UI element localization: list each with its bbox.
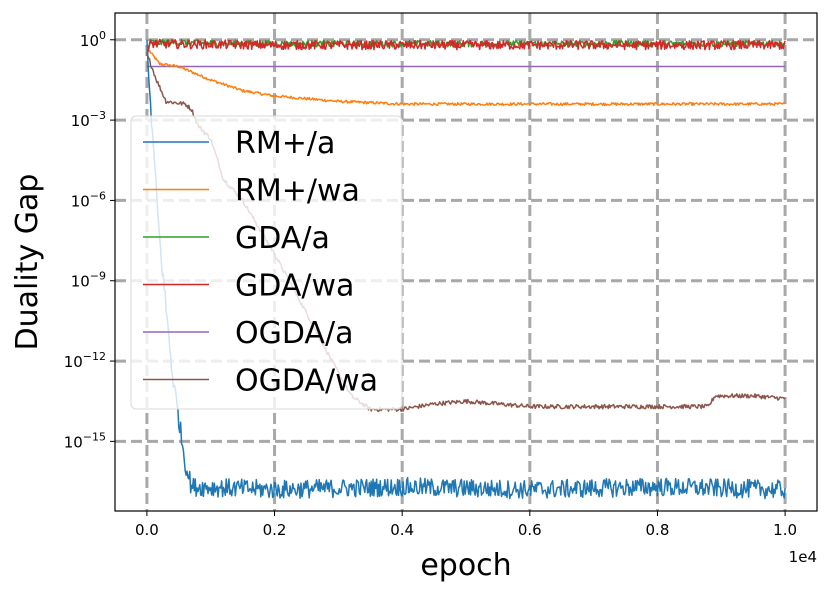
- x-tick-label: 0.8: [646, 521, 670, 539]
- series-line-gda-a: [146, 38, 786, 54]
- x-tick-label: 0.6: [518, 521, 542, 539]
- y-tick-label: 10−15: [64, 430, 106, 451]
- y-axis-label: Duality Gap: [10, 174, 45, 351]
- y-tick-exponent: −6: [90, 189, 106, 202]
- x-axis-label: epoch: [420, 548, 511, 583]
- y-tick-base: 10: [64, 353, 83, 371]
- x-tick-label: 0.4: [390, 521, 414, 539]
- y-tick-exponent: −15: [83, 430, 106, 443]
- x-tick-label: 0.2: [263, 521, 287, 539]
- legend-label: RM+/a: [235, 126, 335, 161]
- x-tick-label: 0.0: [135, 521, 159, 539]
- y-tick-label: 10−3: [71, 109, 106, 130]
- plot-frame: [114, 12, 818, 512]
- y-tick-base: 10: [71, 192, 90, 210]
- y-tick-exponent: −9: [90, 270, 106, 283]
- y-tick-label: 10−6: [71, 189, 106, 210]
- x-tick-label: 1.0: [773, 521, 797, 539]
- y-tick-exponent: −3: [90, 109, 106, 122]
- legend-label: RM+/wa: [235, 174, 360, 209]
- y-tick-base: 10: [64, 433, 83, 451]
- legend-label: OGDA/a: [235, 316, 353, 351]
- legend: RM+/a RM+/wa GDA/a GDA/wa OGDA/a OGDA/wa: [130, 115, 403, 410]
- y-tick-label: 100: [80, 29, 106, 50]
- y-tick-base: 10: [71, 112, 90, 130]
- legend-label: GDA/wa: [235, 269, 354, 304]
- x-scale-note: 1e4: [789, 548, 817, 566]
- y-tick-exponent: 0: [99, 29, 106, 42]
- legend-label: GDA/a: [235, 221, 330, 256]
- series-line-rm-wa: [146, 47, 786, 107]
- y-tick-base: 10: [80, 32, 99, 50]
- y-tick-label: 10−9: [71, 270, 106, 291]
- series-line-rm-a: [146, 39, 786, 500]
- y-tick-base: 10: [71, 273, 90, 291]
- y-tick-exponent: −12: [83, 350, 106, 363]
- legend-label: OGDA/wa: [235, 364, 378, 399]
- y-tick-label: 10−12: [64, 350, 106, 371]
- series-line-gda-wa: [146, 38, 786, 57]
- x-axis-ticks: 0.0 0.2 0.4 0.6 0.8 1.0: [135, 511, 797, 539]
